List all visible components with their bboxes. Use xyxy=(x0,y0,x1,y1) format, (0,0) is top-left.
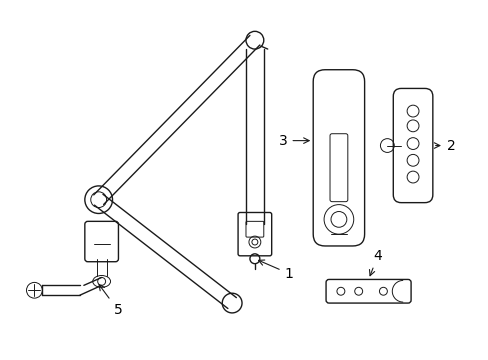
Text: 1: 1 xyxy=(258,260,293,280)
Text: 3: 3 xyxy=(278,134,308,148)
Text: 4: 4 xyxy=(369,249,382,276)
FancyBboxPatch shape xyxy=(325,279,410,303)
FancyBboxPatch shape xyxy=(84,221,118,262)
FancyBboxPatch shape xyxy=(313,70,364,246)
Ellipse shape xyxy=(93,275,110,287)
FancyBboxPatch shape xyxy=(238,212,271,256)
Text: 2: 2 xyxy=(433,139,454,153)
Text: 5: 5 xyxy=(99,285,122,317)
FancyBboxPatch shape xyxy=(392,89,432,203)
